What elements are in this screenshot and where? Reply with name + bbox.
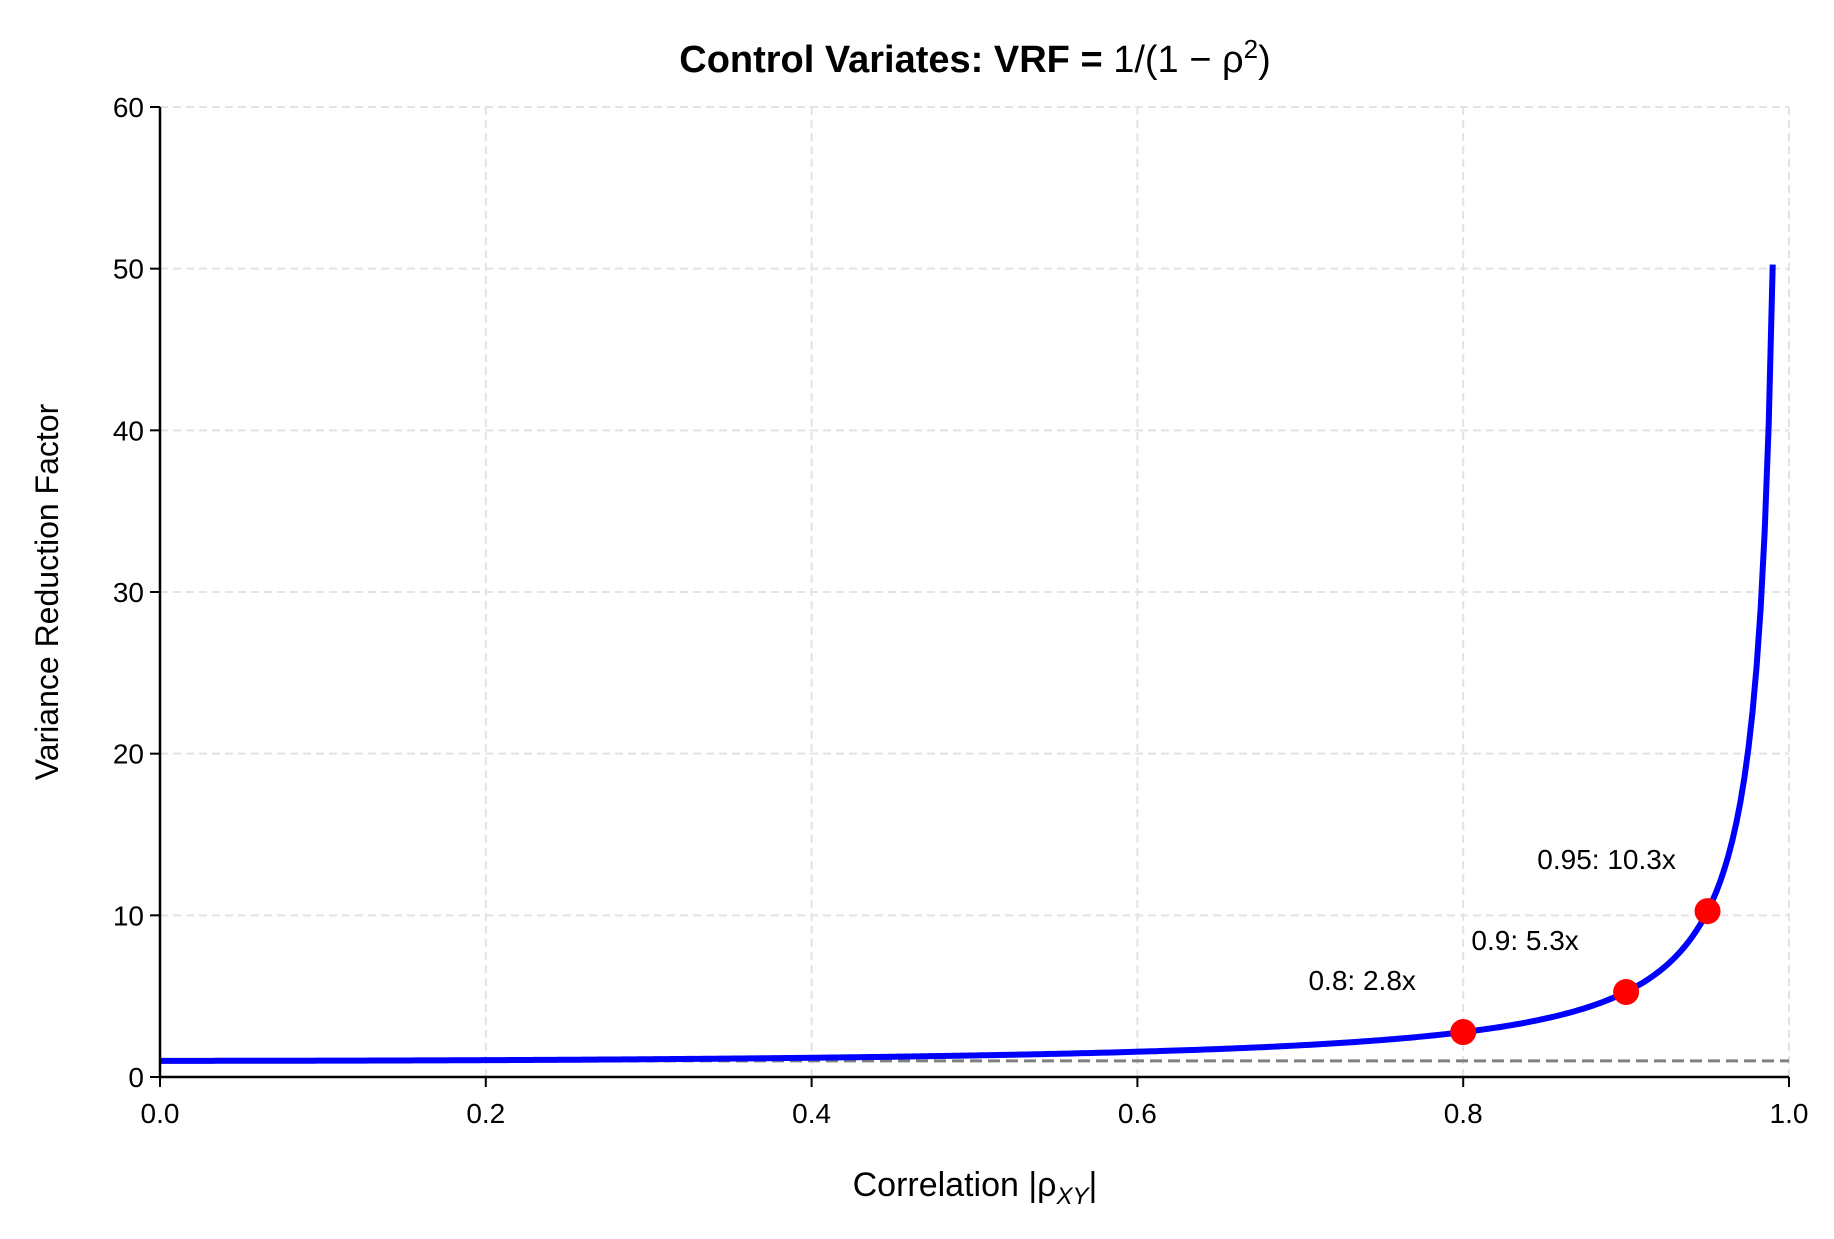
x-tick-label: 0.6 bbox=[1118, 1098, 1157, 1129]
y-axis-label: Variance Reduction Factor bbox=[29, 403, 65, 780]
highlight-point bbox=[1694, 898, 1721, 925]
y-tick-label: 30 bbox=[113, 577, 144, 608]
series bbox=[160, 264, 1776, 1064]
y-tick-label: 0 bbox=[128, 1062, 144, 1093]
highlight-point bbox=[1450, 1019, 1477, 1046]
x-axis-label: Correlation |ρXY| bbox=[853, 1166, 1098, 1210]
chart-title: Control Variates: VRF = 1/(1 − ρ2) bbox=[679, 34, 1270, 81]
y-tick-label: 10 bbox=[113, 900, 144, 931]
x-tick-label: 1.0 bbox=[1770, 1098, 1809, 1129]
highlight-point bbox=[1613, 978, 1640, 1005]
vrf-curve bbox=[160, 264, 1776, 1064]
y-tick-label: 20 bbox=[113, 739, 144, 770]
point-annotation: 0.95: 10.3x bbox=[1537, 844, 1676, 875]
point-annotation: 0.8: 2.8x bbox=[1308, 965, 1415, 996]
x-tick-label: 0.8 bbox=[1444, 1098, 1483, 1129]
point-annotation: 0.9: 5.3x bbox=[1471, 925, 1578, 956]
points: 0.8: 2.8x 0.9: 5.3x 0.95: 10.3x bbox=[1308, 844, 1721, 1046]
x-tick-label: 0.2 bbox=[466, 1098, 505, 1129]
y-tick-label: 60 bbox=[113, 92, 144, 123]
y-tick-label: 40 bbox=[113, 415, 144, 446]
x-tick-label: 0.0 bbox=[141, 1098, 180, 1129]
x-tick-label: 0.4 bbox=[792, 1098, 831, 1129]
y-tick-label: 50 bbox=[113, 254, 144, 285]
ticks: 0.0 0.2 0.4 0.6 0.8 1.0 0 10 20 30 40 50 60 bbox=[113, 92, 1809, 1129]
